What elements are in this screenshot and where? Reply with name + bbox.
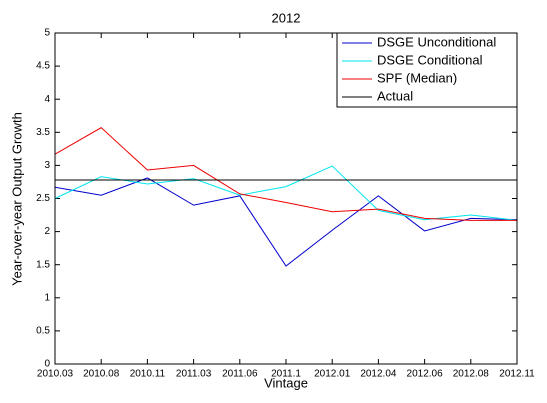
x-tick-label: 2010.11 bbox=[130, 369, 166, 380]
y-tick-label: 4.5 bbox=[36, 61, 50, 72]
y-tick-label: 5 bbox=[44, 28, 50, 39]
y-tick-label: 3.5 bbox=[36, 127, 50, 138]
chart-title: 2012 bbox=[272, 10, 301, 25]
x-tick-label: 2011.1 bbox=[271, 369, 301, 380]
x-tick-label: 2011.03 bbox=[176, 369, 212, 380]
x-tick-label: 2010.08 bbox=[83, 369, 120, 380]
x-tick-label: 2012.11 bbox=[499, 369, 535, 380]
legend-box bbox=[336, 32, 518, 108]
y-tick-label: 3 bbox=[44, 160, 50, 171]
x-tick-label: 2012.04 bbox=[360, 369, 397, 380]
plot-frame bbox=[54, 32, 518, 365]
legend-label: Actual bbox=[377, 88, 413, 103]
series-line bbox=[54, 177, 518, 267]
y-tick-label: 0 bbox=[44, 359, 50, 370]
y-axis-label: Year-over-year Output Growth bbox=[9, 112, 24, 286]
y-tick-label: 1.5 bbox=[36, 259, 50, 270]
x-tick-label: 2010.03 bbox=[37, 369, 74, 380]
x-tick-label: 2012.01 bbox=[314, 369, 351, 380]
y-tick-label: 1 bbox=[44, 292, 50, 303]
legend-label: DSGE Conditional bbox=[377, 52, 483, 67]
y-tick-label: 2.5 bbox=[36, 193, 50, 204]
legend-label: DSGE Unconditional bbox=[377, 34, 496, 49]
x-tick-label: 2012.06 bbox=[407, 369, 444, 380]
y-tick-label: 0.5 bbox=[36, 326, 50, 337]
x-axis-label: Vintage bbox=[264, 375, 308, 390]
x-tick-label: 2012.08 bbox=[453, 369, 490, 380]
x-tick-label: 2011.06 bbox=[222, 369, 258, 380]
y-tick-label: 2 bbox=[44, 226, 50, 237]
series-line bbox=[54, 127, 517, 221]
y-tick-label: 4 bbox=[44, 94, 50, 105]
legend-label: SPF (Median) bbox=[377, 70, 457, 85]
series-line bbox=[54, 165, 518, 221]
